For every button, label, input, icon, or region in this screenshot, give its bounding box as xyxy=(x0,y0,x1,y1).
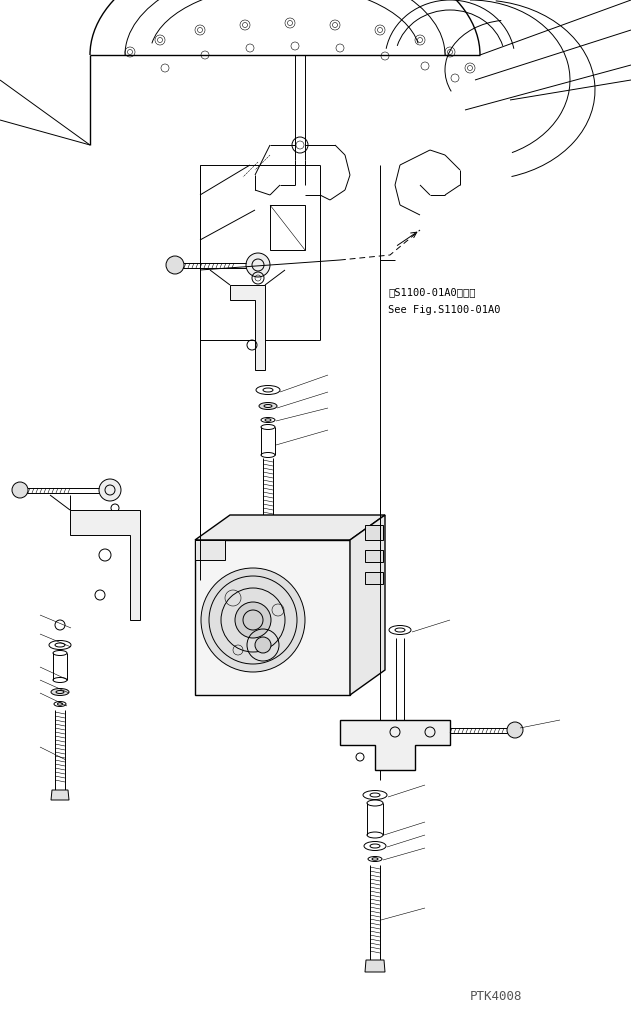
Ellipse shape xyxy=(259,402,277,409)
Circle shape xyxy=(255,637,271,653)
Circle shape xyxy=(99,479,121,501)
Circle shape xyxy=(166,256,184,274)
Ellipse shape xyxy=(51,689,69,696)
Text: PTK4008: PTK4008 xyxy=(470,990,522,1003)
Polygon shape xyxy=(259,530,277,539)
Polygon shape xyxy=(51,790,69,800)
Bar xyxy=(195,539,225,560)
Circle shape xyxy=(12,482,28,498)
Polygon shape xyxy=(230,285,265,370)
Polygon shape xyxy=(350,515,385,695)
Polygon shape xyxy=(195,515,385,539)
Circle shape xyxy=(201,568,305,672)
Circle shape xyxy=(507,722,523,738)
Bar xyxy=(365,525,383,539)
Bar xyxy=(365,550,383,562)
Text: 第S1100-01A0図参照: 第S1100-01A0図参照 xyxy=(388,287,476,297)
Polygon shape xyxy=(365,960,385,972)
Text: See Fig.S1100-01A0: See Fig.S1100-01A0 xyxy=(388,305,500,315)
Circle shape xyxy=(246,253,270,277)
Circle shape xyxy=(235,602,271,638)
Polygon shape xyxy=(195,539,350,695)
Polygon shape xyxy=(340,720,450,770)
Bar xyxy=(365,572,383,584)
Polygon shape xyxy=(70,510,140,620)
